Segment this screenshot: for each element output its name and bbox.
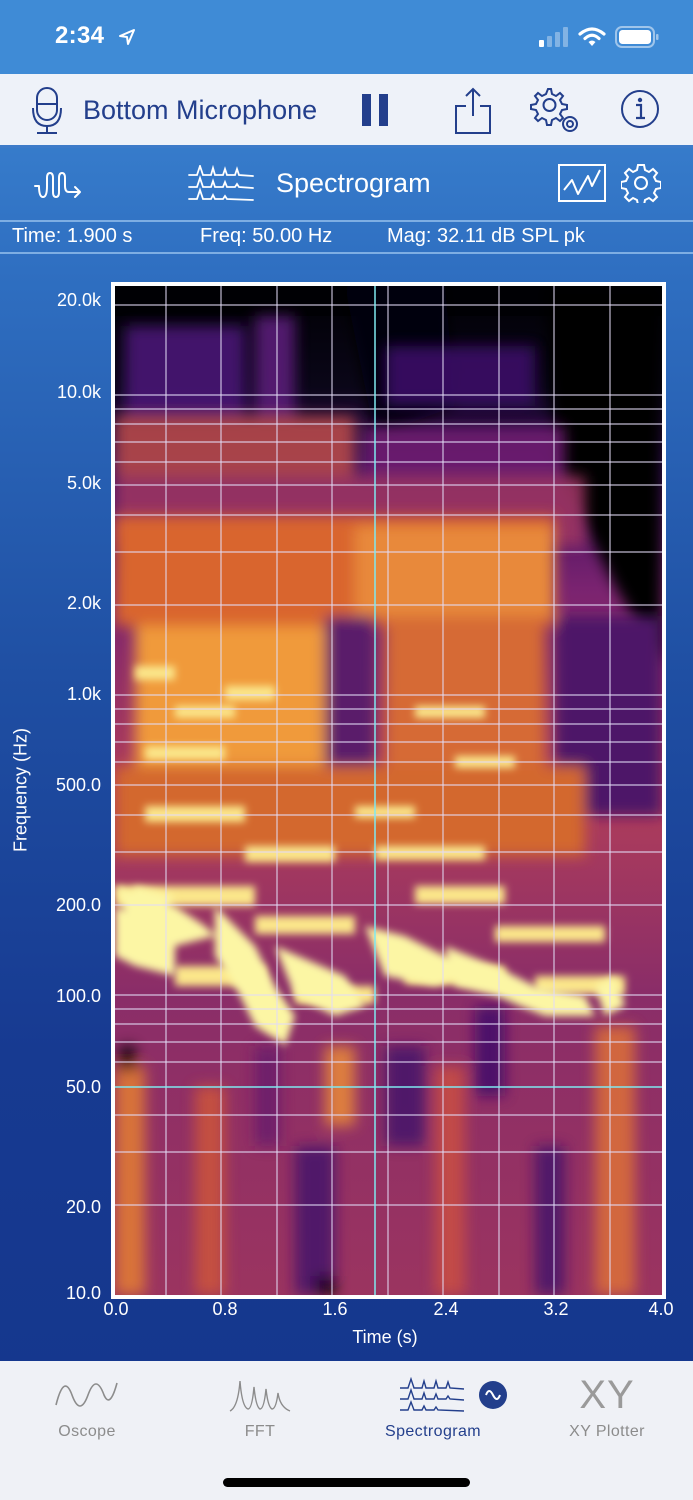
y-tick: 100.0 — [55, 986, 101, 1006]
spectrogram-icon — [188, 165, 254, 201]
info-icon[interactable] — [620, 89, 660, 129]
sine-wave-icon — [55, 1382, 118, 1407]
tab-bar: Oscope FFT Spectrogram — [0, 1361, 693, 1500]
readout-time: Time: 1.900 s — [12, 225, 133, 247]
y-tick: 1.0k — [66, 684, 101, 704]
fft-peaks-icon — [229, 1380, 291, 1412]
cellular-signal-icon — [539, 27, 568, 47]
readout-mag: Mag: 32.11 dB SPL pk — [387, 225, 585, 247]
home-indicator[interactable] — [223, 1478, 470, 1487]
y-tick: 20.0k — [56, 290, 101, 310]
x-tick: 1.6 — [322, 1299, 348, 1319]
sine-badge-icon — [479, 1381, 507, 1409]
pause-button[interactable] — [362, 94, 388, 126]
y-tick: 2.0k — [66, 593, 101, 613]
y-axis-label: Frequency (Hz) — [10, 727, 31, 853]
tab-label: Oscope — [58, 1423, 116, 1440]
tab-label: FFT — [244, 1423, 276, 1440]
status-bar: 2:34 — [0, 0, 693, 74]
y-tick: 200.0 — [55, 895, 101, 915]
line-chart-icon[interactable] — [558, 164, 606, 202]
y-tick: 500.0 — [55, 775, 101, 795]
tab-spectrogram[interactable]: Spectrogram — [375, 1361, 507, 1451]
waveform-arrow-icon[interactable] — [33, 170, 83, 202]
status-time: 2:34 — [55, 22, 105, 49]
x-tick: 2.4 — [433, 1299, 459, 1319]
gears-icon[interactable] — [530, 86, 582, 136]
input-source-label[interactable]: Bottom Microphone — [83, 95, 318, 125]
y-tick: 20.0 — [65, 1197, 101, 1217]
cursor-readout: Time: 1.900 s Freq: 50.00 Hz Mag: 32.11 … — [0, 222, 693, 254]
x-tick: 3.2 — [543, 1299, 569, 1319]
tab-xy-plotter[interactable]: XY XY Plotter — [560, 1361, 654, 1451]
tab-label: XY Plotter — [569, 1423, 645, 1440]
battery-icon — [615, 26, 659, 48]
display-mode-title: Spectrogram — [276, 168, 431, 198]
x-tick: 0.0 — [103, 1299, 129, 1319]
spectrogram-icon — [400, 1377, 465, 1412]
pause-icon-bar — [379, 94, 388, 126]
display-toolbar — [0, 150, 693, 222]
input-header — [0, 74, 693, 148]
microphone-icon[interactable] — [28, 86, 66, 136]
wifi-icon — [578, 27, 606, 46]
status-indicators — [539, 26, 659, 48]
x-axis-label: Time (s) — [352, 1327, 418, 1347]
y-tick: 50.0 — [65, 1077, 101, 1097]
y-tick: 10.0k — [56, 382, 101, 402]
gear-icon[interactable] — [621, 163, 661, 203]
spectrogram-heatmap — [115, 286, 662, 1295]
spectrogram-plot[interactable] — [115, 286, 662, 1295]
y-tick: 5.0k — [66, 473, 101, 493]
location-arrow-icon — [119, 29, 135, 45]
readout-freq: Freq: 50.00 Hz — [200, 225, 333, 247]
tab-label: Spectrogram — [385, 1423, 481, 1440]
tab-oscope[interactable]: Oscope — [40, 1361, 134, 1451]
x-tick: 4.0 — [648, 1299, 674, 1319]
x-tick: 0.8 — [212, 1299, 238, 1319]
tab-fft[interactable]: FFT — [220, 1361, 300, 1451]
cursor-crosshair — [115, 286, 662, 1295]
pause-icon-bar — [362, 94, 371, 126]
share-icon[interactable] — [453, 86, 493, 136]
y-tick: 10.0 — [65, 1283, 101, 1303]
xy-icon: XY — [579, 1373, 635, 1417]
